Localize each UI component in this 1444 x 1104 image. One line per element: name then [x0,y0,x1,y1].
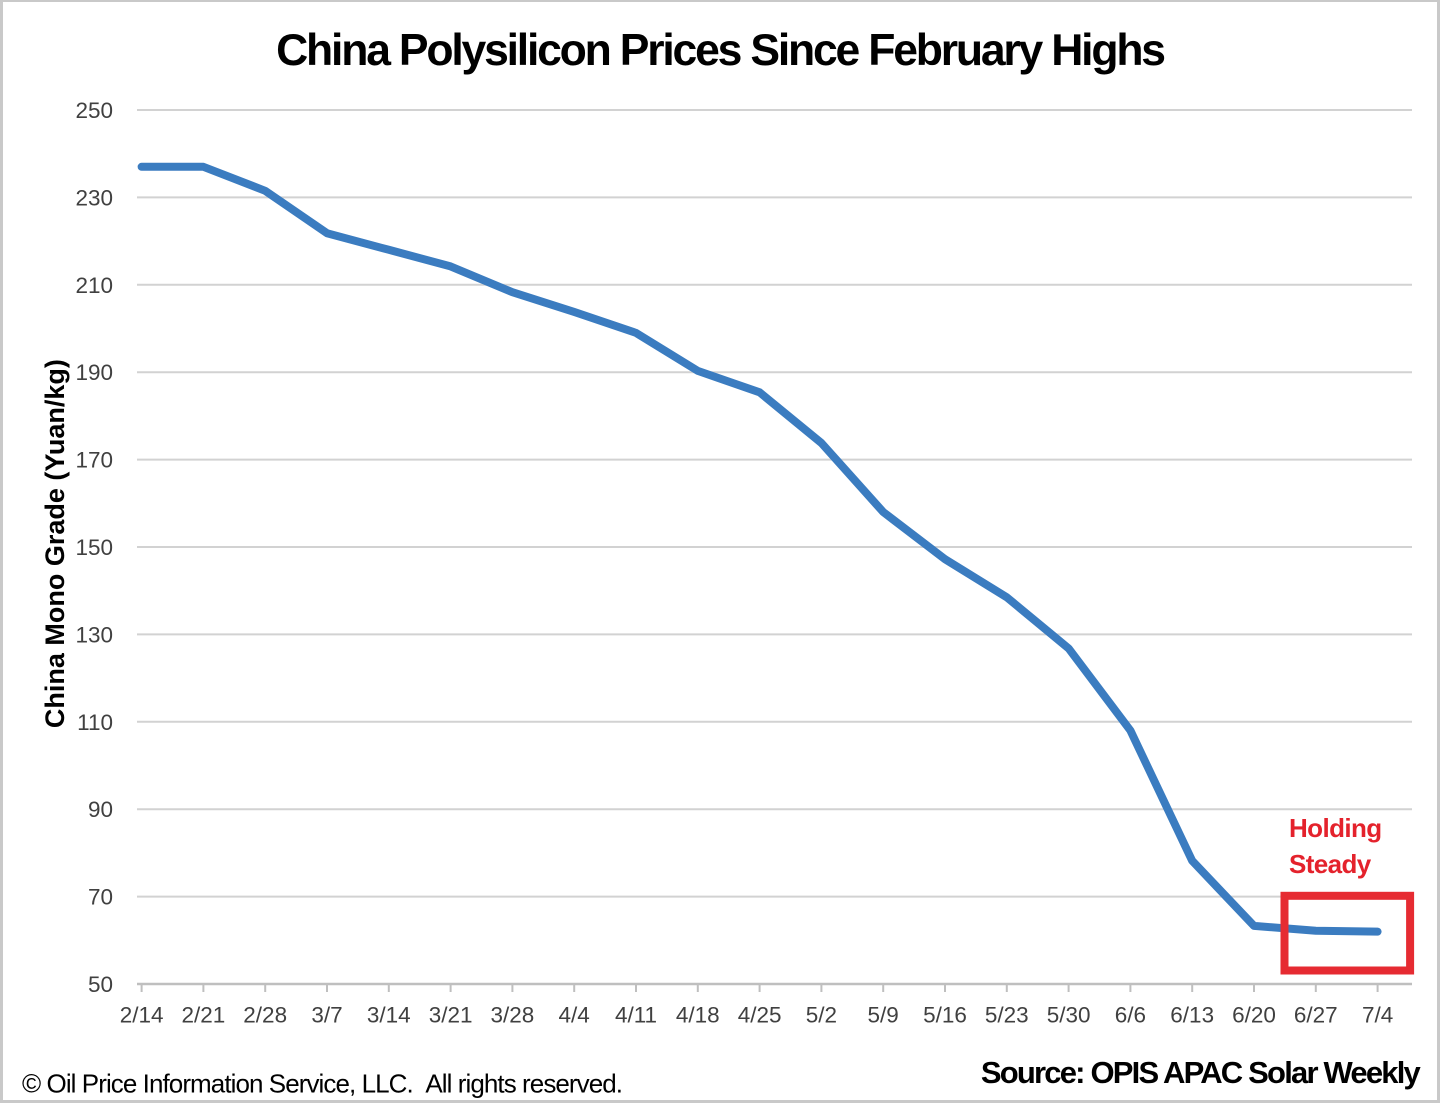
svg-text:Source: OPIS APAC Solar Weekly: Source: OPIS APAC Solar Weekly [981,1055,1422,1090]
svg-text:5/30: 5/30 [1047,1003,1091,1028]
svg-text:3/7: 3/7 [311,1003,342,1028]
svg-text:© Oil Price Information Servic: © Oil Price Information Service, LLC. Al… [22,1068,622,1098]
svg-text:5/23: 5/23 [985,1003,1029,1028]
svg-text:6/20: 6/20 [1232,1003,1276,1028]
svg-text:6/13: 6/13 [1170,1003,1214,1028]
svg-text:5/16: 5/16 [923,1003,967,1028]
svg-text:250: 250 [75,98,113,123]
svg-text:7/4: 7/4 [1362,1003,1393,1028]
svg-text:4/18: 4/18 [676,1003,720,1028]
svg-text:4/25: 4/25 [738,1003,782,1028]
svg-text:2/21: 2/21 [182,1003,226,1028]
svg-text:2/28: 2/28 [243,1003,287,1028]
svg-text:Steady: Steady [1289,849,1372,879]
svg-text:China Polysilicon Prices Since: China Polysilicon Prices Since February … [276,26,1164,75]
svg-text:4/11: 4/11 [615,1003,657,1028]
svg-text:China Mono Grade (Yuan/kg): China Mono Grade (Yuan/kg) [40,359,70,728]
svg-text:5/2: 5/2 [806,1003,837,1028]
svg-text:4/4: 4/4 [559,1003,590,1028]
svg-text:5/9: 5/9 [868,1003,899,1028]
svg-text:50: 50 [88,972,113,997]
svg-text:190: 190 [75,360,113,385]
svg-text:6/27: 6/27 [1294,1003,1338,1028]
svg-text:2/14: 2/14 [120,1003,164,1028]
svg-text:210: 210 [75,273,113,298]
svg-text:3/21: 3/21 [429,1003,473,1028]
svg-text:230: 230 [75,185,113,210]
svg-text:130: 130 [75,622,113,647]
svg-text:170: 170 [75,448,113,473]
svg-text:3/14: 3/14 [367,1003,411,1028]
svg-text:110: 110 [77,710,113,735]
svg-text:Holding: Holding [1289,813,1382,843]
svg-text:70: 70 [88,885,113,910]
svg-text:3/28: 3/28 [491,1003,535,1028]
svg-text:150: 150 [75,535,113,560]
svg-text:6/6: 6/6 [1115,1003,1146,1028]
svg-text:90: 90 [88,797,113,822]
